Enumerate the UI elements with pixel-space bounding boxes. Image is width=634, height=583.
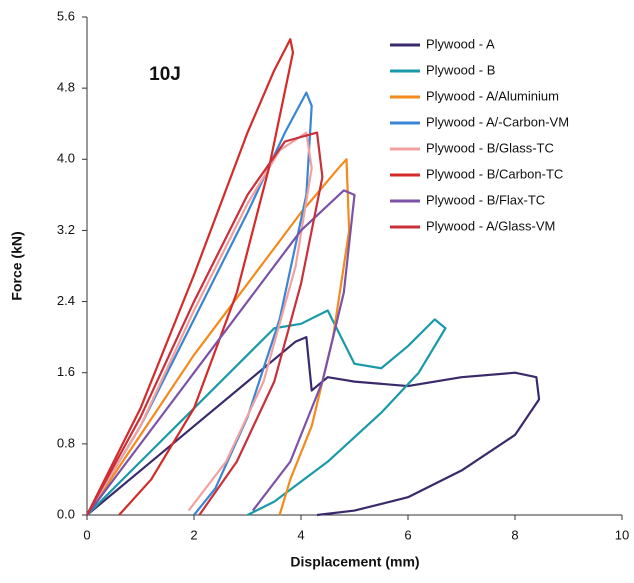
x-tick-label: 6 xyxy=(404,527,411,542)
x-tick-label: 10 xyxy=(615,527,629,542)
x-axis-title: Displacement (mm) xyxy=(290,554,419,570)
x-tick-label: 2 xyxy=(190,527,197,542)
y-tick-label: 0.0 xyxy=(57,506,75,521)
legend-label: Plywood - B/Flax-TC xyxy=(426,192,545,207)
x-tick-label: 0 xyxy=(83,527,90,542)
y-axis-title: Force (kN) xyxy=(9,231,25,300)
legend-label: Plywood - A xyxy=(426,36,495,51)
y-tick-label: 4.0 xyxy=(57,151,75,166)
annotation: 10J xyxy=(149,64,181,85)
x-tick-label: 8 xyxy=(511,527,518,542)
series-line xyxy=(86,189,356,516)
legend-label: Plywood - A/Glass-VM xyxy=(426,218,555,233)
x-tick-label: 4 xyxy=(297,527,304,542)
legend-label: Plywood - B/Carbon-TC xyxy=(426,166,563,181)
legend-label: Plywood - A/-Carbon-VM xyxy=(426,114,569,129)
legend-label: Plywood - B xyxy=(426,62,495,77)
y-tick-label: 1.6 xyxy=(57,364,75,379)
series-line xyxy=(86,336,541,517)
series-line xyxy=(86,158,351,516)
series-line xyxy=(86,38,295,516)
y-tick-label: 0.8 xyxy=(57,435,75,450)
series-line xyxy=(86,131,324,516)
legend-label: Plywood - A/Aluminium xyxy=(426,88,559,103)
y-tick-label: 5.6 xyxy=(57,8,75,23)
y-tick-label: 4.8 xyxy=(57,80,75,95)
y-tick-label: 2.4 xyxy=(57,293,75,308)
y-tick-label: 3.2 xyxy=(57,222,75,237)
legend-label: Plywood - B/Glass-TC xyxy=(426,140,554,155)
series-line xyxy=(86,309,447,516)
series-line xyxy=(86,131,313,516)
